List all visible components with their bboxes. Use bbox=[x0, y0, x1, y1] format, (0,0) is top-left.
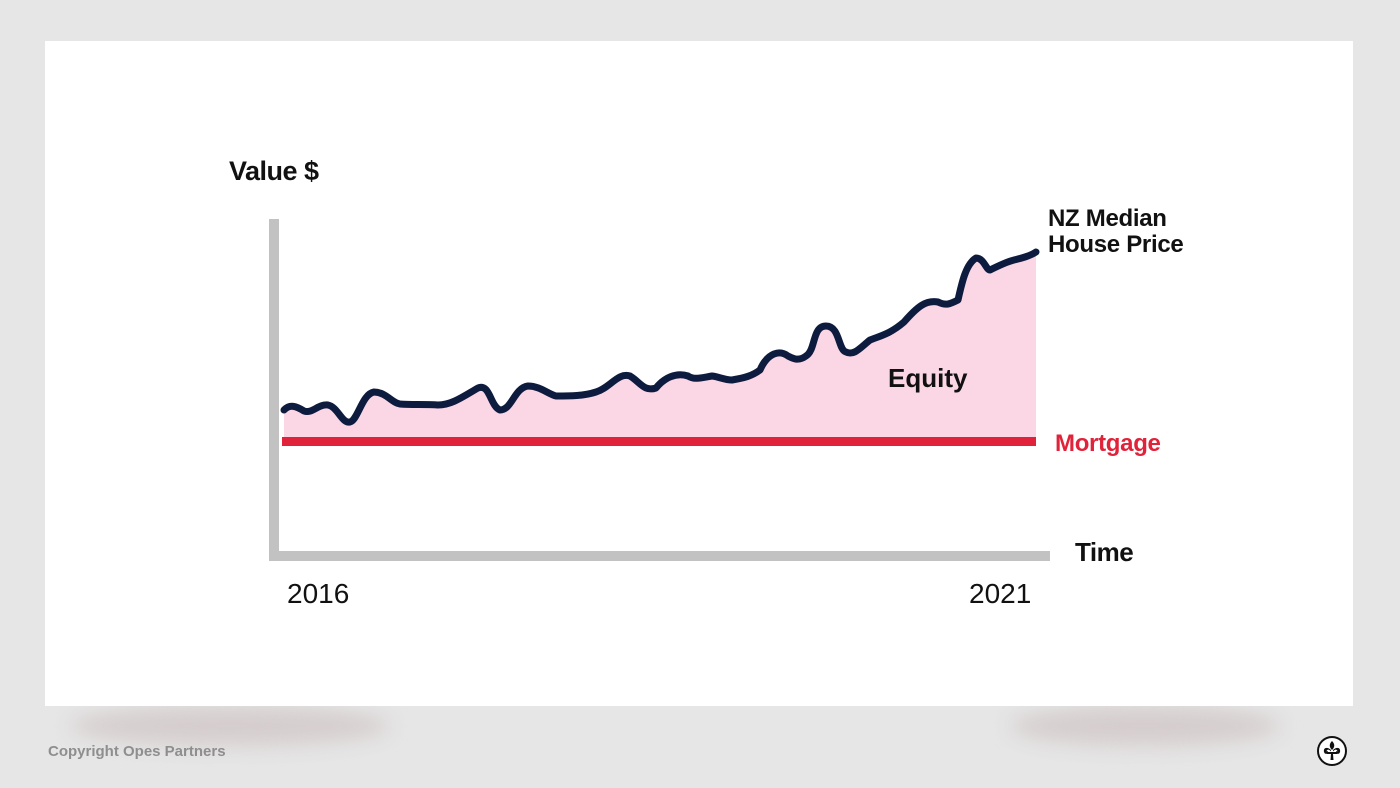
x-tick-2016: 2016 bbox=[287, 578, 350, 609]
copyright-text: Copyright Opes Partners bbox=[48, 743, 226, 760]
series-label-house-price: NZ Median House Price bbox=[1048, 205, 1184, 258]
x-axis-line bbox=[269, 551, 1050, 561]
y-axis-line bbox=[269, 219, 279, 561]
chart-card bbox=[45, 41, 1353, 706]
series-label-line1: NZ Median bbox=[1048, 205, 1167, 232]
mortgage-label: Mortgage bbox=[1055, 430, 1161, 457]
card-shadow-left bbox=[70, 706, 390, 746]
series-label-line2: House Price bbox=[1048, 231, 1184, 258]
card-shadow-right bbox=[1010, 706, 1280, 746]
house-price-line bbox=[280, 248, 1040, 426]
x-tick-2021: 2021 bbox=[969, 578, 1032, 609]
equity-area bbox=[284, 252, 1036, 440]
mortgage-line bbox=[282, 437, 1036, 446]
equity-label: Equity bbox=[888, 363, 968, 393]
fleur-de-lis-icon bbox=[1317, 736, 1347, 766]
x-axis-label: Time bbox=[1075, 537, 1134, 567]
y-axis-label: Value $ bbox=[229, 156, 319, 186]
